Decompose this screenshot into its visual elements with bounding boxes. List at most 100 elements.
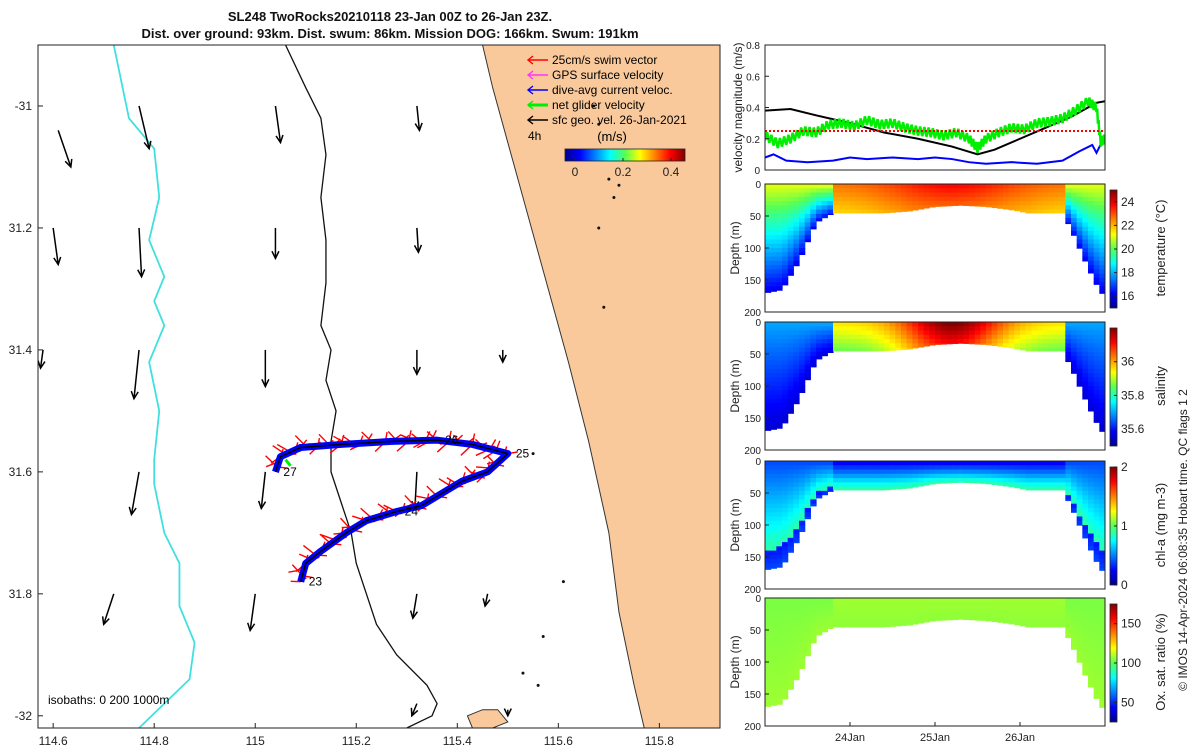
section-cell — [1088, 381, 1095, 387]
section-cell — [782, 390, 789, 396]
section-cell — [782, 666, 789, 672]
section-cell — [776, 623, 783, 629]
section-cell — [770, 424, 777, 430]
section-cell — [1065, 465, 1072, 471]
section-cell — [810, 339, 817, 344]
section-cell — [918, 598, 925, 603]
section-cell — [1014, 473, 1021, 479]
section-cell — [1088, 205, 1095, 211]
section-cell — [957, 196, 964, 202]
section-cell — [844, 461, 851, 466]
colorbar-tick-label: 100 — [1121, 656, 1141, 670]
section-cell — [1093, 222, 1100, 228]
y-tick-label: 200 — [744, 446, 761, 457]
section-cell — [974, 326, 981, 332]
section-cell — [969, 334, 976, 340]
section-cell — [827, 602, 834, 608]
section-cell — [918, 461, 925, 466]
section-cell — [1099, 269, 1105, 275]
section-cell — [940, 192, 947, 198]
section-cell — [776, 554, 783, 560]
section-cell — [918, 184, 925, 189]
section-cell — [878, 478, 885, 483]
section-cell — [782, 687, 789, 693]
section-cell — [799, 610, 806, 616]
section-cell — [844, 326, 851, 332]
section-cell — [969, 184, 976, 189]
section-cell — [969, 205, 976, 207]
section-cell — [946, 610, 953, 616]
section-cell — [1088, 265, 1095, 270]
section-cell — [872, 486, 879, 491]
section-cell — [1082, 377, 1089, 383]
section-cell — [1059, 330, 1066, 336]
section-cell — [997, 188, 1004, 194]
section-cell — [952, 196, 959, 202]
section-cell — [1093, 184, 1100, 189]
section-cell — [872, 465, 879, 471]
section-cell — [776, 398, 783, 404]
section-cell — [776, 420, 783, 425]
section-cell — [1008, 326, 1015, 332]
section-cell — [838, 482, 845, 488]
section-cell — [782, 411, 789, 417]
section-cell — [765, 184, 772, 189]
section-cell — [765, 700, 772, 706]
section-cell — [770, 356, 777, 361]
section-cell — [940, 322, 947, 327]
section-cell — [906, 201, 913, 206]
section-cell — [980, 469, 987, 475]
section-cell — [838, 598, 845, 603]
section-cell — [804, 230, 811, 236]
section-cell — [816, 623, 823, 629]
colorbar-title: (m/s) — [597, 129, 627, 144]
section-cell — [1065, 602, 1072, 608]
section-cell — [770, 273, 777, 279]
section-cell — [765, 343, 772, 349]
section-cell — [957, 602, 964, 608]
section-cell — [895, 465, 902, 471]
section-cell — [793, 495, 800, 500]
section-cell — [782, 533, 789, 539]
section-cell — [895, 619, 902, 625]
section-cell — [1037, 469, 1044, 475]
section-cell — [889, 598, 896, 603]
section-cell — [997, 326, 1004, 332]
section-cell — [765, 386, 772, 391]
section-cell — [765, 478, 772, 483]
section-cell — [929, 465, 936, 471]
section-cell — [1093, 683, 1100, 689]
section-cell — [782, 394, 789, 400]
section-cell — [793, 394, 800, 400]
section-cell — [889, 188, 896, 194]
section-cell — [765, 687, 772, 693]
section-cell — [765, 205, 772, 211]
section-cell — [816, 482, 823, 488]
section-cell — [1042, 615, 1049, 620]
section-cell — [912, 209, 919, 211]
section-cell — [918, 334, 925, 340]
section-cell — [765, 632, 772, 637]
section-cell — [1076, 386, 1083, 387]
section-cell — [799, 653, 806, 659]
section-cell — [906, 465, 913, 471]
section-cell — [804, 649, 811, 655]
section-cell — [804, 619, 811, 625]
section-cell — [1059, 322, 1066, 327]
section-cell — [969, 615, 976, 620]
arrow-head — [143, 140, 152, 151]
section-cell — [1093, 209, 1100, 215]
section-cell — [1082, 529, 1089, 535]
section-cell — [833, 482, 840, 488]
section-cell — [1088, 465, 1095, 471]
section-cell — [884, 184, 891, 189]
section-cell — [889, 461, 896, 466]
section-cell — [782, 415, 789, 421]
section-cell — [804, 334, 811, 340]
section-cell — [770, 490, 777, 496]
arrow-head — [412, 366, 422, 377]
section-cell — [878, 482, 885, 488]
section-cell — [1071, 640, 1078, 646]
section-cell — [1042, 461, 1049, 466]
section-cell — [770, 679, 777, 684]
